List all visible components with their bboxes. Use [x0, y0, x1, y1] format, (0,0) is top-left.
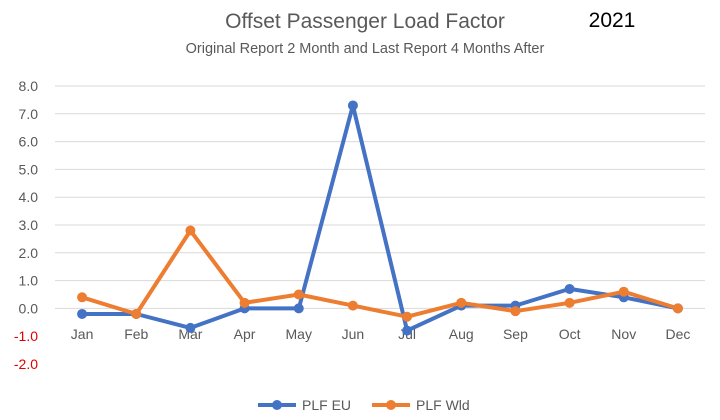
- x-tick-label: Sep: [503, 326, 528, 342]
- data-point: [402, 325, 413, 336]
- legend-swatch-marker: [386, 400, 396, 410]
- y-tick-label: 2.0: [19, 245, 39, 261]
- x-tick-label: Nov: [611, 326, 636, 342]
- y-tick-label: 6.0: [19, 134, 39, 150]
- x-axis-categories: JanFebMarAprMayJunJulAugSepOctNovDec: [71, 326, 691, 342]
- x-tick-label: Jun: [342, 326, 365, 342]
- data-point: [402, 311, 413, 322]
- data-point: [131, 308, 142, 319]
- data-point: [239, 297, 250, 308]
- data-point: [564, 283, 575, 294]
- y-tick-label: 4.0: [19, 189, 39, 205]
- y-tick-label: 3.0: [19, 217, 39, 233]
- y-tick-label: 8.0: [19, 78, 39, 94]
- y-axis-ticks: 8.0 7.0 6.0 5.0 4.0 3.0 2.0 1.0 0.0 -1.0 -2.0: [14, 78, 38, 372]
- legend-label: PLF EU: [302, 397, 351, 413]
- x-tick-label: Feb: [124, 326, 148, 342]
- legend-swatch-marker: [272, 400, 282, 410]
- x-tick-label: May: [286, 326, 312, 342]
- data-point: [618, 286, 629, 297]
- series-lines: [77, 100, 683, 336]
- data-point: [293, 289, 304, 300]
- data-point: [456, 297, 467, 308]
- x-tick-label: Apr: [234, 326, 256, 342]
- chart-subtitle: Original Report 2 Month and Last Report …: [186, 41, 545, 57]
- x-tick-label: Dec: [665, 326, 690, 342]
- data-point: [185, 225, 196, 236]
- chart-year-label: 2021: [589, 9, 636, 32]
- series-line-1: [81, 228, 679, 319]
- x-tick-label: Jan: [71, 326, 94, 342]
- chart-title: Offset Passenger Load Factor: [225, 10, 505, 33]
- data-point: [77, 292, 88, 303]
- y-tick-label: 1.0: [19, 273, 39, 289]
- y-tick-label: 5.0: [19, 161, 39, 177]
- data-point: [77, 308, 88, 319]
- x-tick-label: Oct: [559, 326, 581, 342]
- data-point: [347, 300, 358, 311]
- data-point: [347, 100, 358, 111]
- data-point: [564, 297, 575, 308]
- x-tick-label: Aug: [449, 326, 474, 342]
- series-line-0: [82, 103, 679, 333]
- legend: PLF EU PLF Wld: [258, 397, 470, 413]
- y-tick-label: 7.0: [19, 106, 39, 122]
- legend-label: PLF Wld: [416, 397, 470, 413]
- data-point: [672, 303, 683, 314]
- data-point: [293, 303, 304, 314]
- y-tick-label: 0.0: [19, 300, 39, 316]
- y-tick-label: -1.0: [14, 328, 38, 344]
- data-point: [185, 322, 196, 333]
- data-point: [510, 306, 521, 317]
- y-tick-label: -2.0: [14, 356, 38, 372]
- x-tick-label: Mar: [178, 326, 202, 342]
